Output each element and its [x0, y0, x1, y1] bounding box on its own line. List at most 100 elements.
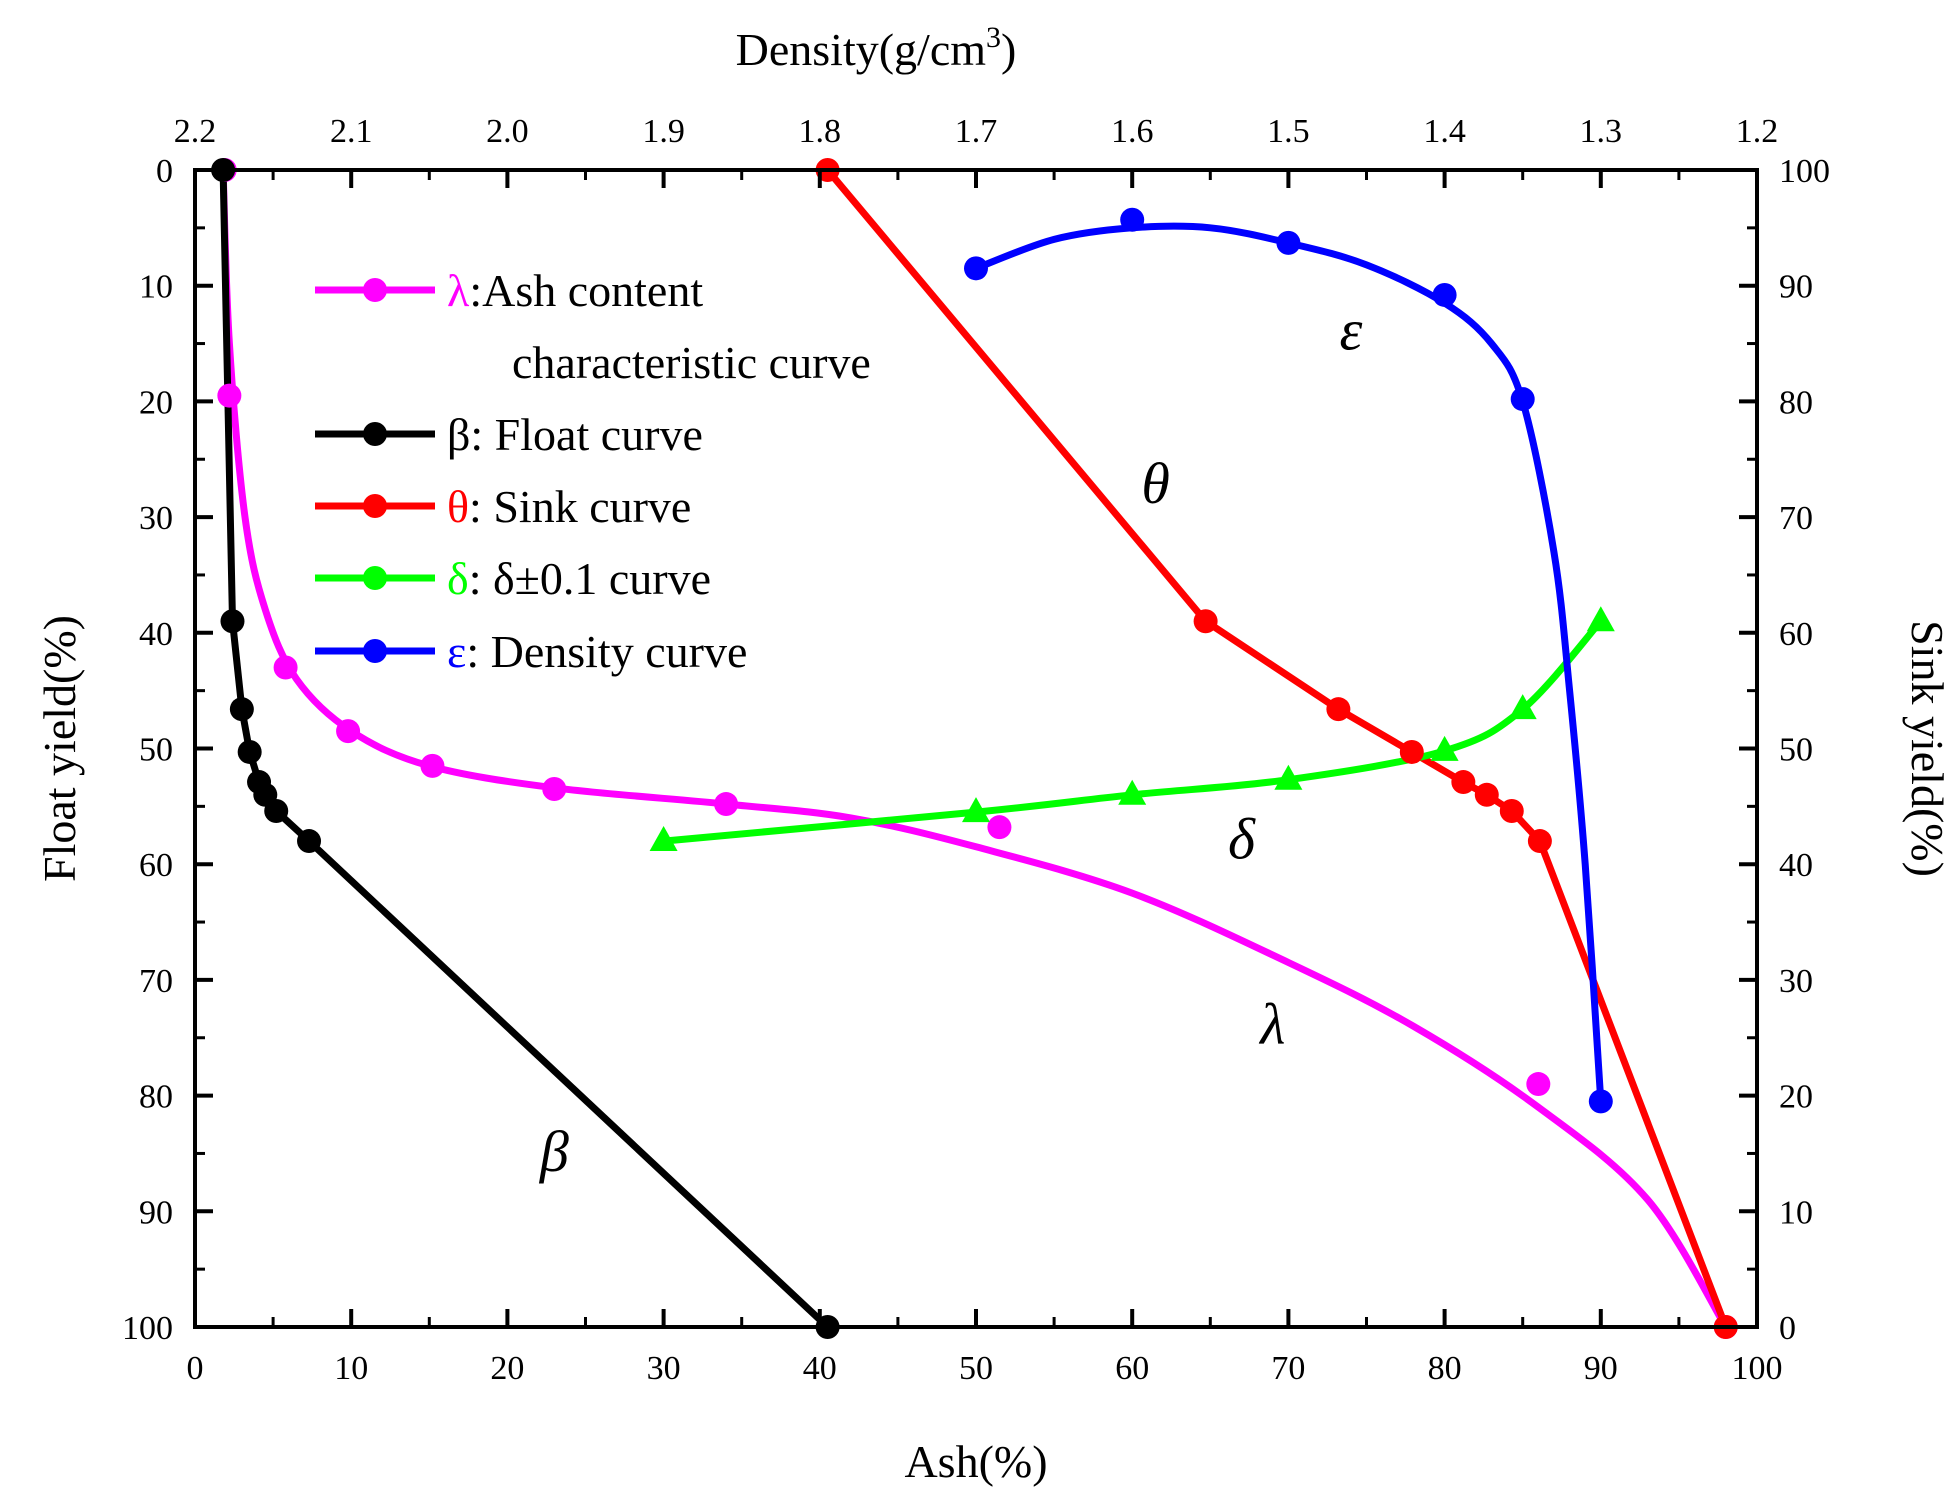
theta-data-point: [1499, 798, 1524, 823]
bottom-tick-label: 80: [1428, 1350, 1462, 1387]
lambda-curve-label: λ: [1258, 992, 1285, 1057]
beta-legend-symbol: β: [447, 409, 470, 460]
lambda-series-line: [219, 166, 1730, 1331]
epsilon-legend-swatch-marker: [363, 639, 387, 663]
delta-legend-label: δ: δ±0.1 curve: [447, 553, 711, 604]
lambda-data-point: [217, 383, 242, 408]
theta-data-point: [1399, 739, 1424, 764]
plot-markers: [211, 158, 1738, 1339]
legend: λ:Ash content characteristic curve β: Floa…: [315, 265, 871, 677]
right-tick-label: 80: [1779, 384, 1813, 421]
delta-data-point: [1274, 764, 1303, 790]
left-tick-label: 10: [139, 269, 173, 306]
bottom-axis-title: Ash(%): [904, 1436, 1047, 1487]
lambda-data-point: [1526, 1072, 1551, 1097]
delta-legend-text: : δ±0.1 curve: [469, 553, 711, 604]
left-tick-label: 50: [139, 732, 173, 769]
epsilon-data-point: [1588, 1089, 1613, 1114]
theta-data-point: [1527, 829, 1552, 854]
top-tick-label: 1.4: [1423, 113, 1466, 150]
theta-legend-text: : Sink curve: [469, 481, 691, 532]
bottom-tick-label: 100: [1732, 1350, 1783, 1387]
lambda-legend-swatch-marker: [363, 278, 387, 302]
theta-series-line: [824, 166, 1730, 1331]
epsilon-data-point: [964, 256, 988, 281]
epsilon-data-point: [1120, 207, 1145, 232]
lambda-data-point: [420, 753, 445, 778]
lambda-legend-label: λ:Ash content: [447, 265, 703, 316]
beta-data-point: [297, 829, 322, 854]
epsilon-legend-symbol: ε: [447, 626, 466, 677]
delta-legend-swatch-marker: [363, 566, 387, 590]
delta-legend-symbol: δ: [447, 553, 469, 604]
bottom-tick-label: 10: [334, 1350, 368, 1387]
lambda-data-point: [542, 776, 567, 801]
beta-data-point: [220, 609, 245, 634]
top-axis-title-main: Density(g/cm: [736, 24, 987, 75]
theta-data-point: [1326, 697, 1351, 722]
top-axis-title-sup: 3: [986, 21, 1001, 54]
lambda-data-point: [273, 655, 298, 680]
theta-legend-label: θ: Sink curve: [447, 481, 691, 532]
top-tick-label: 1.9: [642, 113, 685, 150]
delta-data-point: [649, 826, 678, 852]
epsilon-legend-label: ε: Density curve: [447, 626, 747, 677]
theta-curve-label: θ: [1141, 451, 1170, 516]
epsilon-curve-label: ε: [1339, 297, 1362, 362]
top-tick-label: 2.1: [330, 113, 373, 150]
beta-legend-label: β: Float curve: [447, 409, 703, 460]
epsilon-data-point: [1432, 282, 1457, 307]
bottom-tick-label: 70: [1271, 1350, 1305, 1387]
top-tick-label: 1.5: [1267, 113, 1310, 150]
right-tick-label: 0: [1779, 1310, 1796, 1347]
theta-legend-symbol: θ: [447, 481, 469, 532]
left-tick-label: 90: [139, 1194, 173, 1231]
right-tick-label: 90: [1779, 269, 1813, 306]
curve-labels: λ β θ δ ε: [539, 297, 1363, 1183]
delta-data-point: [1118, 779, 1147, 805]
delta-data-point: [1430, 735, 1459, 761]
lambda-data-point: [987, 815, 1012, 840]
left-tick-label: 20: [139, 384, 173, 421]
theta-data-point: [1451, 770, 1476, 795]
left-tick-label: 70: [139, 963, 173, 1000]
bottom-tick-label: 40: [803, 1350, 837, 1387]
epsilon-legend-text: : Density curve: [466, 626, 747, 677]
delta-data-point: [1586, 606, 1615, 632]
right-tick-label: 10: [1779, 1194, 1813, 1231]
left-tick-label: 40: [139, 616, 173, 653]
theta-legend-swatch-marker: [363, 494, 387, 518]
bottom-tick-label: 90: [1584, 1350, 1618, 1387]
top-tick-label: 1.3: [1580, 113, 1623, 150]
right-tick-label: 40: [1779, 847, 1813, 884]
delta-curve-label: δ: [1228, 806, 1256, 871]
epsilon-data-point: [1510, 387, 1535, 412]
beta-data-point: [237, 739, 262, 764]
bottom-tick-label: 20: [490, 1350, 524, 1387]
top-tick-label: 1.2: [1736, 113, 1779, 150]
right-tick-label: 70: [1779, 500, 1813, 537]
delta-data-point: [1508, 694, 1537, 720]
lambda-legend-symbol: λ: [447, 265, 470, 316]
right-axis-title: Sink yield(%): [1902, 620, 1948, 877]
beta-data-point: [229, 697, 254, 722]
top-axis-title: Density(g/cm3): [736, 21, 1017, 75]
bottom-tick-label: 30: [647, 1350, 681, 1387]
lambda-data-point: [714, 792, 739, 817]
right-tick-label: 50: [1779, 732, 1813, 769]
beta-curve-label: β: [539, 1119, 569, 1184]
top-axis-title-end: ): [1001, 24, 1016, 75]
right-tick-label: 20: [1779, 1079, 1813, 1116]
epsilon-data-point: [1276, 230, 1301, 255]
top-tick-label: 2.0: [486, 113, 529, 150]
beta-legend-text: : Float curve: [470, 409, 703, 460]
beta-data-point: [264, 798, 289, 823]
beta-legend-swatch-marker: [363, 422, 387, 446]
bottom-tick-label: 50: [959, 1350, 993, 1387]
top-tick-label: 1.7: [955, 113, 998, 150]
plot-lines: [219, 166, 1730, 1331]
top-tick-label: 1.8: [799, 113, 842, 150]
left-tick-label: 80: [139, 1079, 173, 1116]
